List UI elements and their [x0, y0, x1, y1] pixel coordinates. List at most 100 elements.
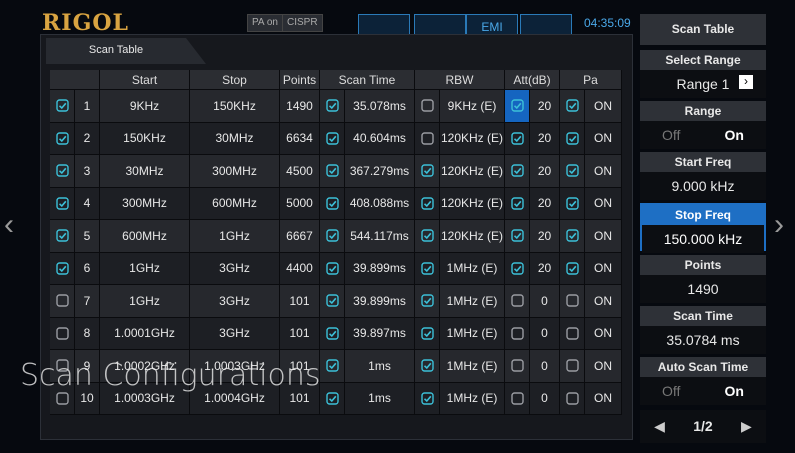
checkbox[interactable] [420, 327, 434, 340]
table-cell: ON [585, 350, 622, 383]
checkbox[interactable] [325, 327, 339, 340]
checkbox-box [325, 327, 339, 340]
checkbox[interactable] [420, 359, 434, 372]
table-cell: 300MHz [190, 155, 280, 188]
checkbox-cell [560, 317, 585, 350]
checkbox[interactable] [510, 359, 524, 372]
checkbox[interactable] [325, 294, 339, 307]
checkbox[interactable] [420, 262, 434, 275]
scan-table: 1 2 3 4 5 6 7 8 9 10 Start 9KHz 150KHz 30MHz 300MHz 600… [50, 70, 622, 415]
checkbox-cell [320, 90, 345, 123]
icon-tab[interactable] [414, 14, 466, 36]
checkbox[interactable] [565, 197, 579, 210]
menu-item[interactable]: Auto Scan Time Off On [640, 357, 766, 405]
table-cell: 1GHz [100, 285, 190, 318]
toggle-off[interactable]: Off [662, 127, 681, 143]
menu-value: 150.000 kHz [642, 225, 764, 253]
checkbox[interactable] [55, 262, 69, 275]
table-cell: 9KHz (E) [440, 90, 505, 123]
mode-tab[interactable]: EMI [466, 14, 518, 36]
checkbox-box [420, 229, 434, 242]
next-arrow[interactable]: › [774, 208, 784, 241]
checkbox[interactable] [55, 197, 69, 210]
checkbox[interactable] [55, 392, 69, 405]
checkbox[interactable] [510, 262, 524, 275]
check-mark [328, 395, 336, 402]
column-header: Points [280, 70, 320, 90]
checkbox[interactable] [325, 229, 339, 242]
table-cell: 1.0002GHz [100, 350, 190, 383]
checkbox[interactable] [325, 132, 339, 145]
page-next[interactable]: ▶ [741, 418, 752, 434]
checkbox[interactable] [510, 197, 524, 210]
checkbox[interactable] [565, 262, 579, 275]
checkbox[interactable] [420, 229, 434, 242]
icon-tab[interactable] [358, 14, 410, 36]
checkbox[interactable] [325, 392, 339, 405]
checkbox[interactable] [510, 392, 524, 405]
checkbox[interactable] [510, 132, 524, 145]
checkbox-box [325, 262, 339, 275]
checkbox[interactable] [55, 327, 69, 340]
checkbox-cell [505, 252, 530, 285]
page-number: 1/2 [693, 418, 713, 434]
checkbox[interactable] [420, 392, 434, 405]
menu-item[interactable]: Stop Freq 150.000 kHz [640, 203, 766, 253]
checkbox[interactable] [565, 229, 579, 242]
checkbox[interactable] [325, 197, 339, 210]
checkbox[interactable] [420, 132, 434, 145]
checkbox[interactable] [510, 327, 524, 340]
checkbox[interactable] [565, 392, 579, 405]
checkbox[interactable] [510, 99, 524, 112]
checkbox[interactable] [55, 229, 69, 242]
menu-item[interactable]: Select Range Range 1 › [640, 50, 766, 98]
toggle-on[interactable]: On [724, 127, 744, 143]
toggle-off[interactable]: Off [662, 383, 681, 399]
checkbox-cell [415, 187, 440, 220]
table-cell: 4 [75, 187, 100, 220]
checkbox[interactable] [55, 164, 69, 177]
checkbox[interactable] [510, 164, 524, 177]
checkbox[interactable] [565, 327, 579, 340]
checkbox[interactable] [565, 164, 579, 177]
table-cell: 0 [530, 317, 560, 350]
checkbox-cell [505, 90, 530, 123]
table-cell: 0 [530, 382, 560, 415]
checkbox[interactable] [565, 132, 579, 145]
toggle-on[interactable]: On [724, 383, 744, 399]
checkbox[interactable] [420, 99, 434, 112]
check-mark [568, 265, 576, 272]
checkbox[interactable] [55, 99, 69, 112]
menu-item[interactable]: Range Off On [640, 101, 766, 149]
table-cell: 101 [280, 317, 320, 350]
dropdown-button[interactable]: › [739, 75, 753, 89]
checkbox[interactable] [55, 294, 69, 307]
menu-item[interactable]: Scan Time 35.0784 ms [640, 306, 766, 354]
checkbox[interactable] [510, 229, 524, 242]
checkbox-box [565, 294, 579, 307]
checkbox[interactable] [325, 164, 339, 177]
menu-item[interactable]: Start Freq 9.000 kHz [640, 152, 766, 200]
checkbox[interactable] [55, 132, 69, 145]
menu-item[interactable]: Points 1490 [640, 255, 766, 303]
checkbox[interactable] [420, 197, 434, 210]
table-cell: 600MHz [190, 187, 280, 220]
icon-tab[interactable] [520, 14, 572, 36]
table-cell: 6667 [280, 220, 320, 253]
checkbox[interactable] [510, 294, 524, 307]
checkbox[interactable] [420, 294, 434, 307]
checkbox[interactable] [420, 164, 434, 177]
checkbox[interactable] [325, 262, 339, 275]
checkbox[interactable] [565, 99, 579, 112]
table-cell: 6 [75, 252, 100, 285]
checkbox[interactable] [565, 359, 579, 372]
page-prev[interactable]: ◀ [654, 418, 665, 434]
checkbox[interactable] [565, 294, 579, 307]
prev-arrow[interactable]: ‹ [4, 208, 14, 241]
checkbox[interactable] [325, 359, 339, 372]
checkbox-box [55, 262, 69, 275]
check-mark [58, 233, 66, 240]
table-cell: 300MHz [100, 187, 190, 220]
checkbox[interactable] [325, 99, 339, 112]
checkbox[interactable] [55, 359, 69, 372]
